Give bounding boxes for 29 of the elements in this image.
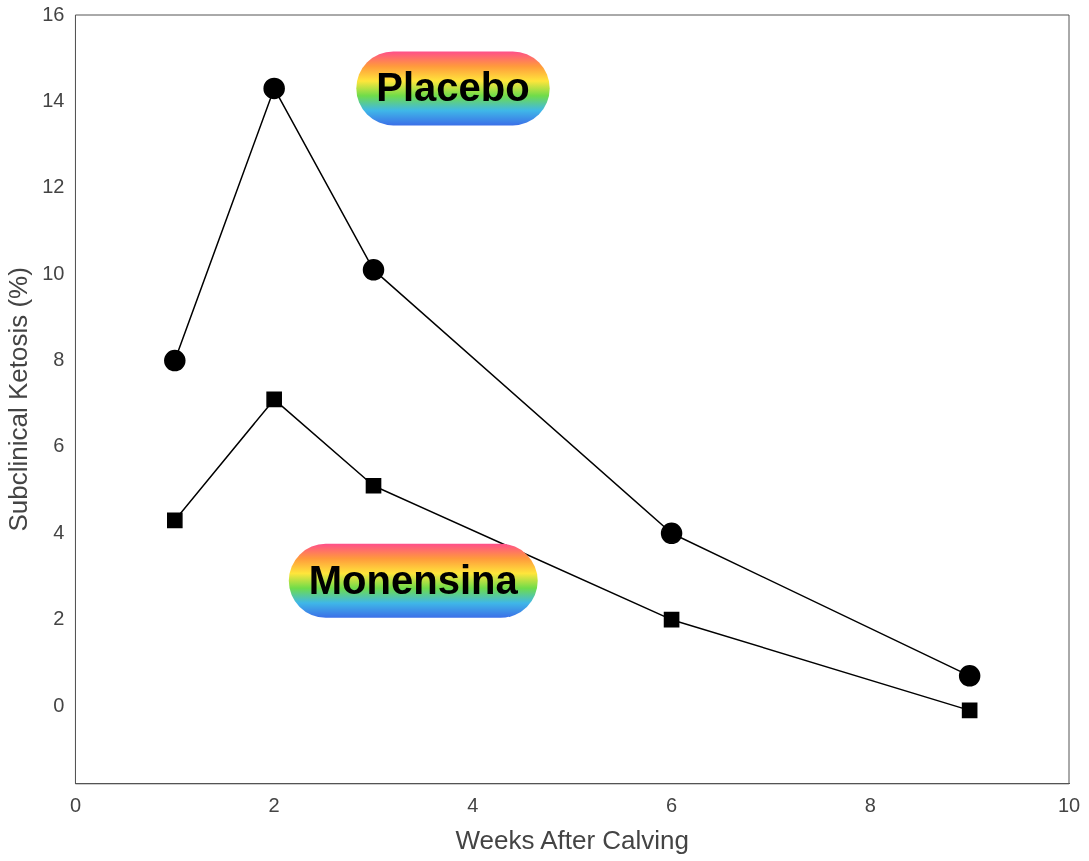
y-tick-label: 0 xyxy=(53,693,65,716)
point xyxy=(263,77,285,100)
y-tick-label: 2 xyxy=(53,607,65,630)
series-label: Placebo xyxy=(376,65,530,110)
x-tick-label: 10 xyxy=(1057,794,1081,817)
x-tick-label: 8 xyxy=(864,794,876,817)
y-tick-label: 6 xyxy=(53,434,65,457)
x-tick-label: 6 xyxy=(666,794,678,817)
point xyxy=(958,665,981,687)
y-tick-label: 10 xyxy=(42,261,65,284)
point xyxy=(663,611,680,628)
y-tick-label: 4 xyxy=(53,520,65,543)
y-axis-title: Subclinical Ketosis (%) xyxy=(2,267,33,532)
y-tick-label: 8 xyxy=(53,348,65,371)
y-tick-label: 14 xyxy=(42,88,65,111)
y-tick-label: 16 xyxy=(42,2,65,25)
point xyxy=(362,259,385,281)
point xyxy=(961,702,978,719)
point xyxy=(365,477,382,494)
point xyxy=(166,512,183,529)
x-tick-label: 2 xyxy=(268,794,280,817)
y-tick-label: 12 xyxy=(42,175,65,198)
x-axis-title: Weeks After Calving xyxy=(455,824,690,855)
x-tick-label: 0 xyxy=(69,794,82,817)
x-tick-label: 4 xyxy=(467,794,479,817)
point xyxy=(164,349,186,372)
point xyxy=(660,522,683,545)
point xyxy=(266,391,282,408)
series-label: Monensina xyxy=(308,557,519,602)
